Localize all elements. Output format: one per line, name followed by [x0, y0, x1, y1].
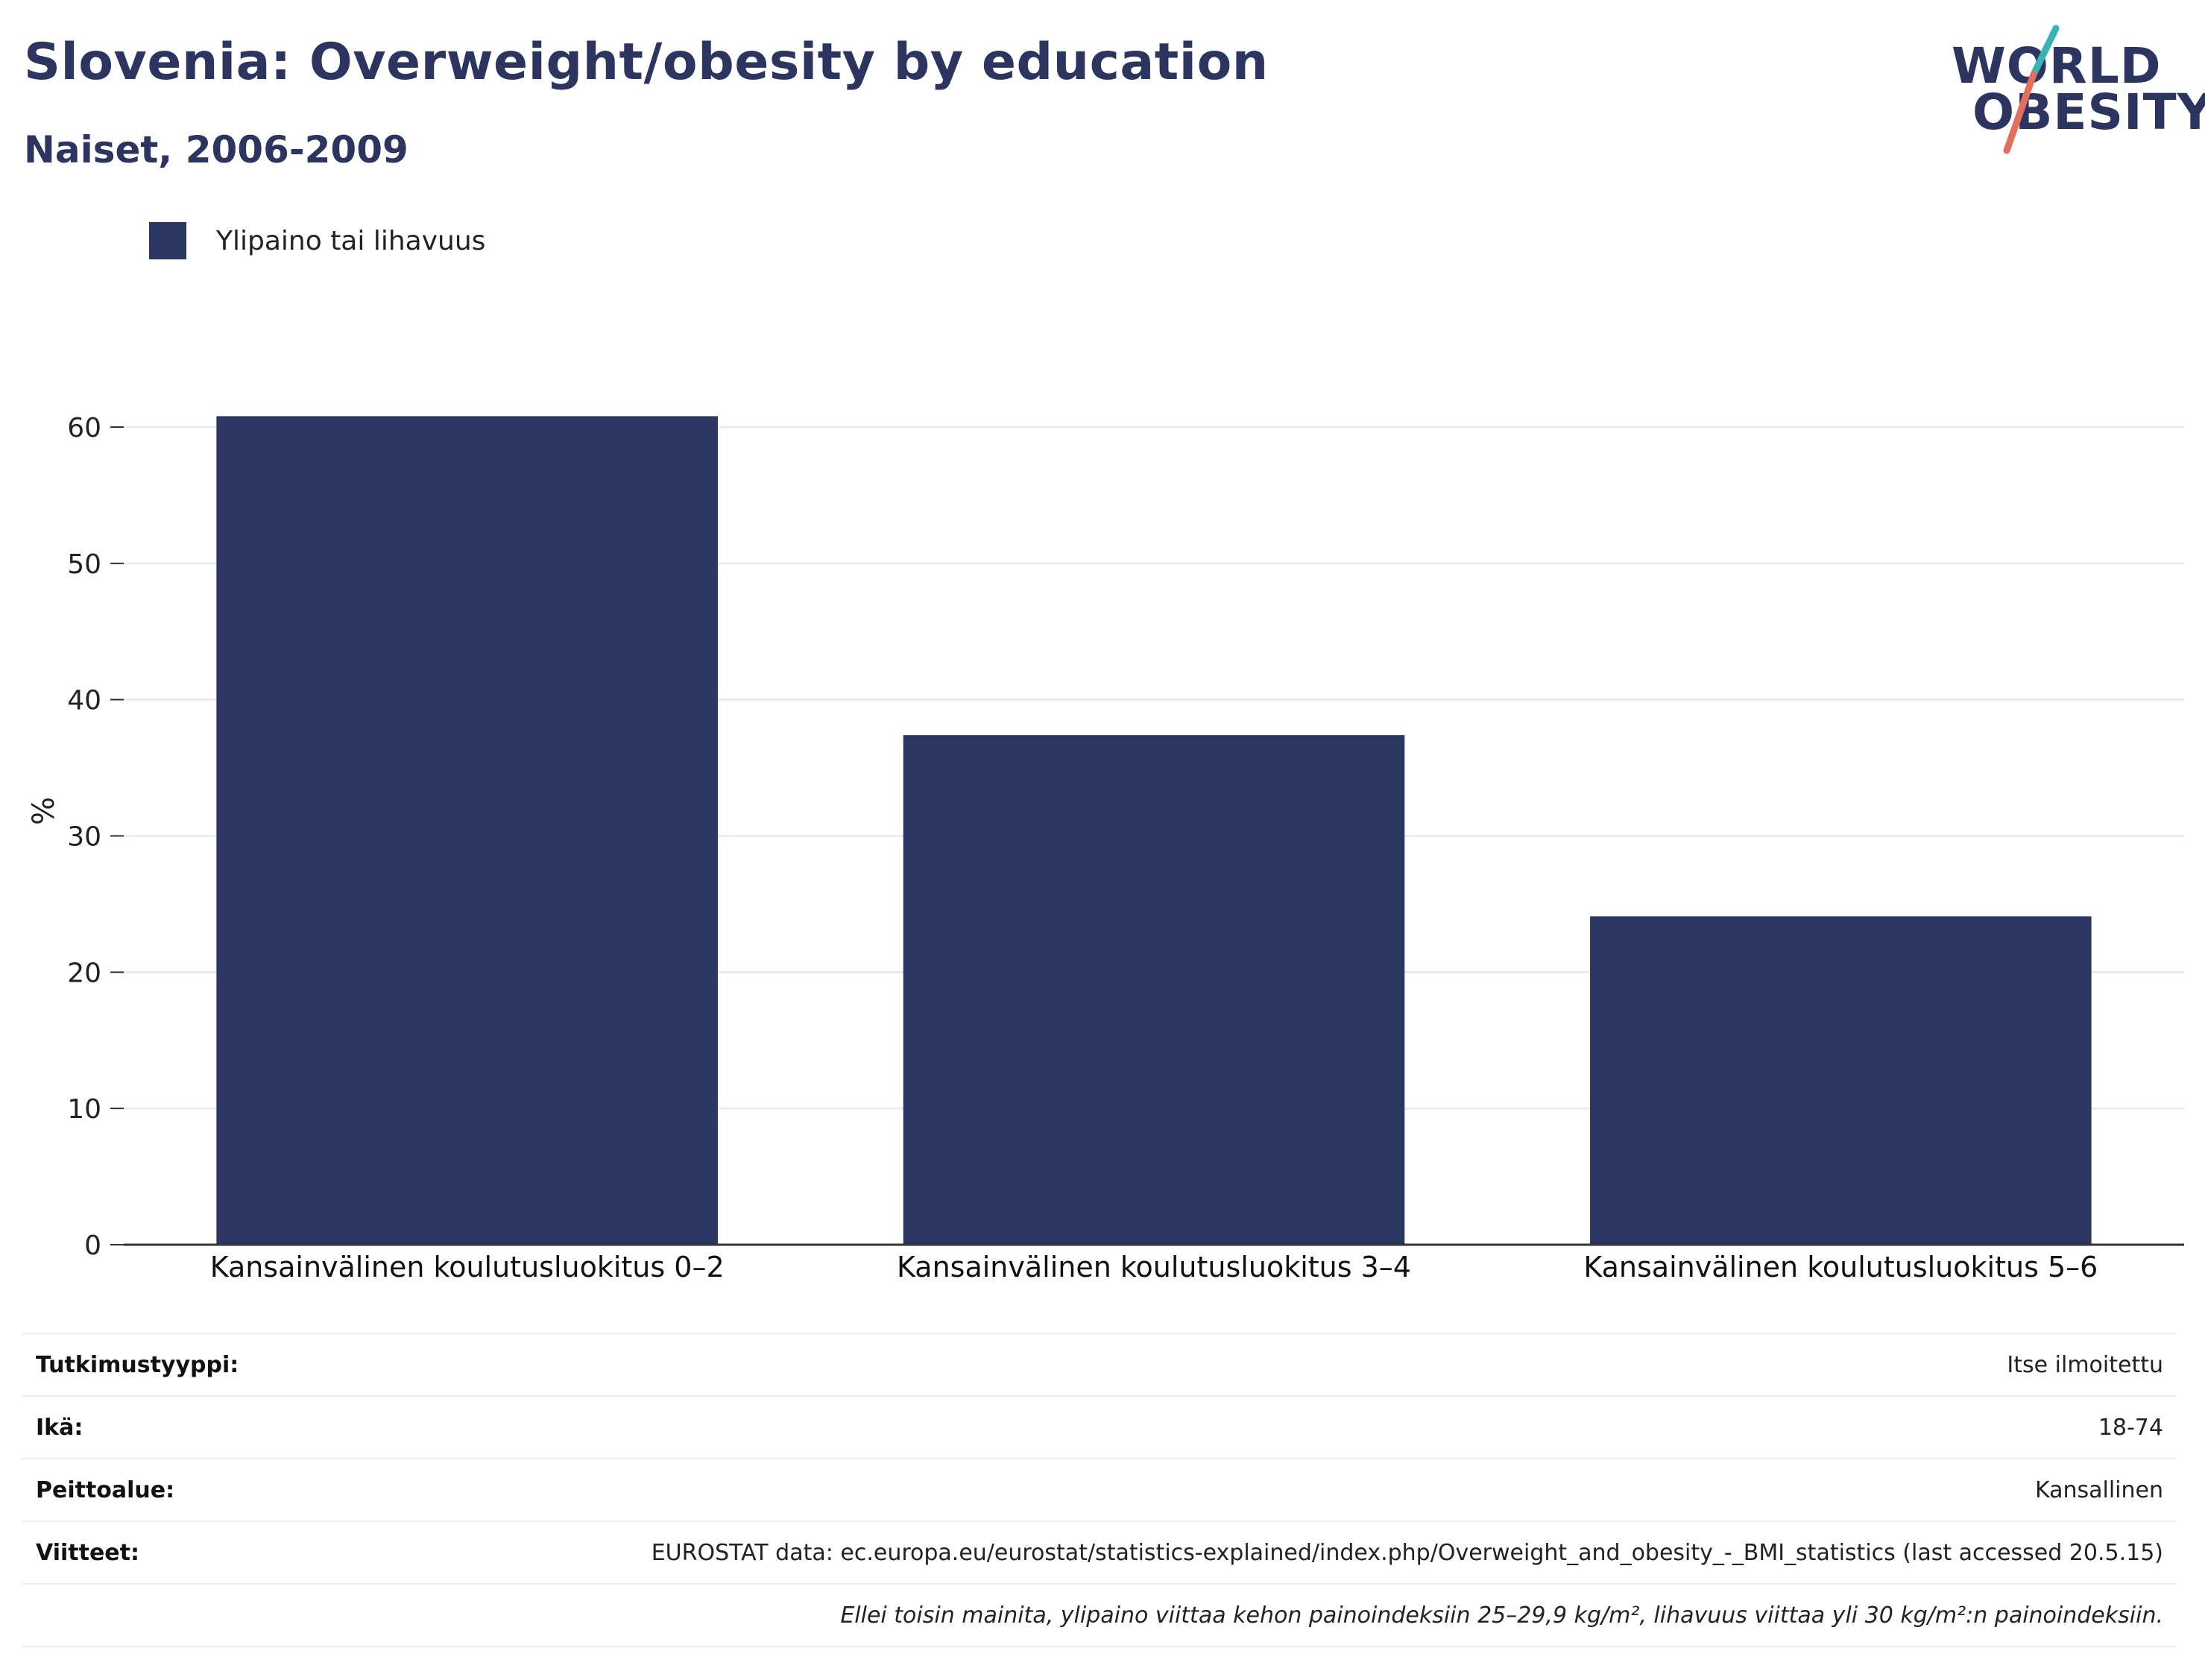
y-tick-label: 50 [67, 549, 101, 580]
y-axis-label: % [27, 797, 61, 825]
x-category-label: Kansainvälinen koulutusluokitus 0–2 [210, 1251, 725, 1283]
info-key: Tutkimustyyppi: [22, 1333, 318, 1397]
y-tick-label: 60 [67, 413, 101, 443]
y-tick-label: 20 [67, 958, 101, 988]
logo-slash-icon [2003, 25, 2060, 154]
info-note: Ellei toisin mainita, ylipaino viittaa k… [22, 1584, 2177, 1647]
info-row: Viitteet: EUROSTAT data: ec.europa.eu/eur… [22, 1521, 2177, 1585]
info-value: 18-74 [318, 1396, 2177, 1459]
bar [903, 735, 1405, 1245]
bar-chart: 0 10 20 30 40 50 60% Kansainvälinen koulutusluo… [27, 413, 2184, 1283]
legend-label: Ylipaino tai lihavuus [216, 225, 486, 256]
chart-legend: Ylipaino tai lihavuus [149, 222, 485, 259]
chart-subtitle: Naiset, 2006-2009 [24, 128, 408, 171]
info-value: EUROSTAT data: ec.europa.eu/eurostat/sta… [318, 1521, 2177, 1585]
logo-line-1: WORLD [1952, 37, 2162, 95]
x-category-label: Kansainvälinen koulutusluokitus 3–4 [897, 1251, 1411, 1283]
info-value: Itse ilmoitettu [318, 1333, 2177, 1397]
legend-swatch [149, 222, 186, 259]
info-key: Viitteet: [22, 1521, 318, 1585]
world-obesity-logo: WORLD OBESITY [1938, 22, 2205, 157]
y-tick-label: 30 [67, 822, 101, 853]
info-value: Kansallinen [318, 1459, 2177, 1522]
info-note-row: Ellei toisin mainita, ylipaino viittaa k… [22, 1584, 2177, 1647]
info-table: Tutkimustyyppi: Itse ilmoitettu Ikä: 18-74 P… [22, 1333, 2177, 1647]
info-row: Peittoalue: Kansallinen [22, 1459, 2177, 1522]
info-row: Ikä: 18-74 [22, 1396, 2177, 1459]
bar [1590, 916, 2092, 1245]
x-category-label: Kansainvälinen koulutusluokitus 5–6 [1583, 1251, 2098, 1283]
info-key: Ikä: [22, 1396, 318, 1459]
chart-title: Slovenia: Overweight/obesity by educatio… [24, 33, 1269, 92]
y-tick-label: 0 [84, 1231, 101, 1261]
y-tick-label: 10 [67, 1094, 101, 1125]
y-tick-label: 40 [67, 686, 101, 716]
info-row: Tutkimustyyppi: Itse ilmoitettu [22, 1333, 2177, 1397]
bar [216, 416, 718, 1245]
info-key: Peittoalue: [22, 1459, 318, 1522]
